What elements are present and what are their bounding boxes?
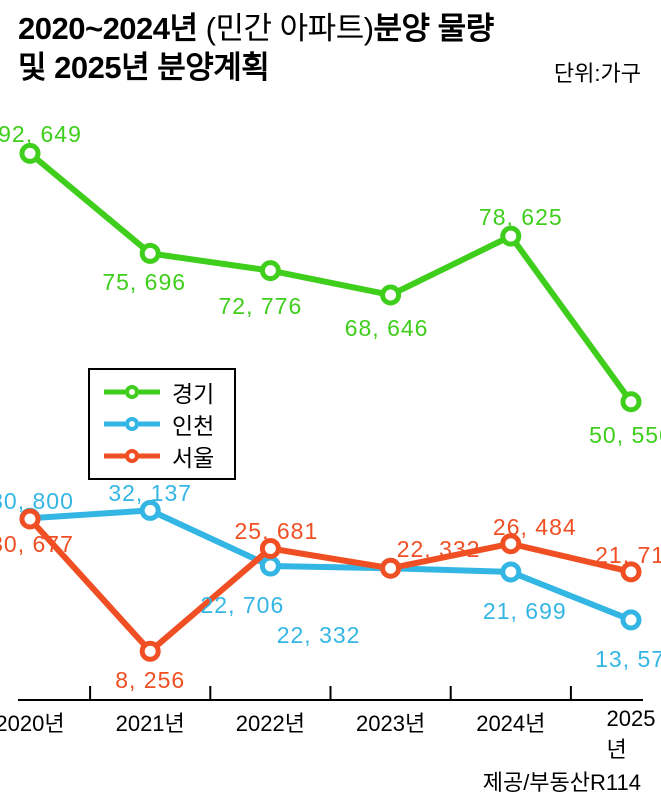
value-label: 8, 256 <box>115 667 185 694</box>
title-line-2: 및 2025년 분양계획 <box>18 49 494 88</box>
x-axis-label: 2022년 <box>236 706 305 738</box>
value-label: 30, 677 <box>0 531 74 558</box>
x-axis-label: 2020년 <box>0 706 65 738</box>
value-label: 68, 646 <box>345 315 429 342</box>
x-axis-label: 2021년 <box>116 706 185 738</box>
value-label: 25, 681 <box>235 518 319 545</box>
value-label: 50, 550 <box>589 422 661 449</box>
value-label: 72, 776 <box>219 293 303 320</box>
value-label: 75, 696 <box>102 269 186 296</box>
legend-label: 경기 <box>172 375 214 409</box>
value-label: 92, 649 <box>0 121 82 148</box>
value-label: 22, 706 <box>201 592 285 619</box>
legend-label: 인천 <box>172 407 214 441</box>
title-part-b: (민간 아파트) <box>206 11 374 46</box>
legend: 경기인천서울 <box>88 368 236 480</box>
value-label: 13, 571 <box>595 646 661 673</box>
value-label: 21, 699 <box>483 598 567 625</box>
legend-item: 인천 <box>104 408 214 440</box>
title-part-a: 2020~2024년 <box>18 11 206 46</box>
unit-label: 단위:가구 <box>554 56 641 88</box>
value-label: 22, 332 <box>277 622 361 649</box>
chart-area: 경기인천서울 92, 649 75, 696 72, 776 68, 646 78, 6… <box>0 100 661 740</box>
chart-title: 2020~2024년 (민간 아파트)분양 물량 및 2025년 분양계획 <box>18 10 494 88</box>
value-label: 21, 719 <box>595 542 661 569</box>
value-label: 78, 625 <box>479 204 563 231</box>
x-axis-label: 2023년 <box>356 706 425 738</box>
title-part-c: 분양 물량 <box>374 11 494 46</box>
legend-label: 서울 <box>172 439 214 473</box>
source-label: 제공/부동산R114 <box>483 765 641 797</box>
value-label: 26, 484 <box>493 514 577 541</box>
value-label: 22, 332 <box>397 536 481 563</box>
x-axis-label: 2025년 <box>607 706 656 764</box>
legend-item: 서울 <box>104 440 214 472</box>
value-label: 32, 137 <box>108 480 192 507</box>
value-label: 30, 800 <box>0 488 74 515</box>
legend-item: 경기 <box>104 376 214 408</box>
x-axis-label: 2024년 <box>476 706 545 738</box>
